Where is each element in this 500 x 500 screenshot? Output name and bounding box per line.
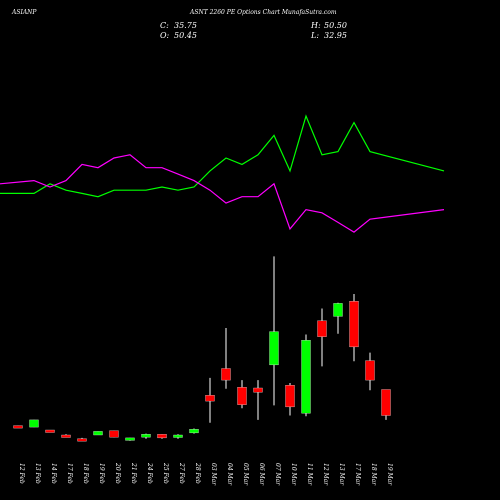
candle-11-mar	[301, 334, 311, 417]
x-tick-label: 10 Mar	[290, 463, 297, 486]
high-readout-label: H:	[310, 21, 321, 30]
candle-body	[109, 430, 119, 438]
x-tick-label: 19 Feb	[98, 463, 105, 484]
candle-body	[285, 385, 295, 408]
candle-13-mar	[333, 302, 343, 334]
candle-body	[141, 434, 151, 438]
close-readout-label: C:	[160, 21, 169, 30]
candle-body	[333, 303, 343, 317]
candle-04-mar	[221, 328, 231, 389]
candle-body	[173, 434, 183, 438]
candle-body	[381, 389, 391, 416]
candle-body	[205, 395, 215, 402]
candle-17-feb	[61, 434, 71, 438]
candle-body	[45, 429, 55, 433]
candle-body	[125, 437, 135, 441]
x-tick-label: 12 Feb	[18, 463, 25, 484]
x-tick-label: 06 Mar	[258, 463, 265, 486]
x-tick-label: 27 Feb	[178, 462, 185, 484]
candle-25-feb	[157, 434, 167, 439]
candle-body	[301, 340, 311, 414]
candle-body	[61, 434, 71, 438]
candle-06-mar	[253, 380, 263, 420]
candle-24-feb	[141, 433, 151, 439]
candle-body	[29, 419, 39, 428]
candle-03-mar	[205, 377, 215, 423]
x-tick-label: 11 Mar	[306, 463, 313, 486]
candle-body	[253, 387, 263, 393]
x-tick-label: 19 Mar	[386, 463, 393, 486]
chart-title: ASNT 2260 PE Options Chart MunafaSutra.c…	[189, 9, 337, 16]
high-readout-value: 50.50	[324, 21, 347, 30]
indicator-lines	[0, 114, 445, 233]
candle-05-mar	[237, 380, 247, 409]
open-readout-label: O:	[160, 31, 170, 40]
candle-14-feb	[45, 429, 55, 433]
low-readout-label: L:	[310, 31, 319, 40]
indicator-line-2	[0, 154, 445, 233]
candle-body	[221, 368, 231, 381]
candle-21-feb	[125, 437, 135, 441]
candle-body	[157, 434, 167, 439]
candle-20-feb	[109, 430, 119, 438]
candle-07-mar	[269, 256, 279, 406]
candle-body	[365, 360, 375, 381]
x-tick-label: 28 Feb	[194, 462, 201, 484]
candle-13-feb	[29, 419, 39, 428]
x-axis-tick-labels: 12 Feb 13 Feb 14 Feb 17 Feb 18 Feb 19 Feb 20 F…	[18, 462, 393, 486]
x-tick-label: 17 Mar	[354, 463, 361, 486]
candle-27-feb	[173, 434, 183, 439]
x-tick-label: 07 Mar	[274, 463, 281, 486]
candle-body	[93, 431, 103, 436]
x-tick-label: 17 Feb	[66, 463, 73, 484]
x-tick-label: 13 Feb	[34, 463, 41, 484]
candle-12-feb	[13, 425, 23, 429]
x-tick-label: 05 Mar	[242, 463, 249, 486]
candle-18-feb	[77, 437, 87, 442]
x-tick-label: 14 Feb	[50, 463, 57, 484]
close-readout-value: 35.75	[174, 21, 197, 30]
x-tick-label: 13 Mar	[338, 463, 345, 486]
candle-28-feb	[189, 428, 199, 434]
x-tick-label: 21 Feb	[130, 462, 137, 484]
candle-18-mar	[365, 352, 375, 391]
candle-19-mar	[381, 389, 391, 420]
x-tick-label: 12 Mar	[322, 463, 329, 486]
candle-10-mar	[285, 383, 295, 416]
candle-body	[269, 331, 279, 366]
x-tick-label: 03 Mar	[210, 463, 217, 486]
candle-body	[349, 301, 359, 348]
candle-17-mar	[349, 294, 359, 362]
x-tick-label: 24 Feb	[146, 462, 153, 484]
candle-body	[237, 387, 247, 405]
open-readout-value: 50.45	[174, 31, 197, 40]
candle-body	[13, 425, 23, 429]
candle-body	[317, 320, 327, 337]
indicator-line-1	[0, 114, 445, 198]
x-tick-label: 18 Mar	[370, 463, 377, 486]
candle-body	[189, 429, 199, 434]
x-tick-label: 25 Feb	[162, 462, 169, 484]
candlesticks	[13, 256, 391, 442]
candle-body	[77, 438, 87, 442]
x-tick-label: 18 Feb	[82, 463, 89, 484]
candle-12-mar	[317, 308, 327, 367]
ticker-label: ASIANP	[11, 9, 37, 16]
low-readout-value: 32.95	[324, 31, 347, 40]
x-tick-label: 04 Mar	[226, 463, 233, 486]
candle-19-feb	[93, 431, 103, 436]
x-tick-label: 20 Feb	[114, 462, 121, 484]
